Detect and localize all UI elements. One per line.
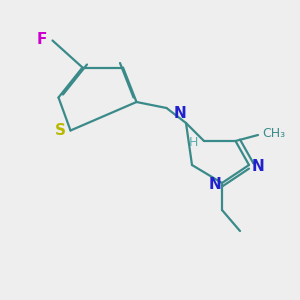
Text: F: F — [36, 32, 46, 46]
Text: CH₃: CH₃ — [262, 127, 286, 140]
Text: N: N — [209, 177, 221, 192]
Text: S: S — [55, 123, 66, 138]
Text: N: N — [251, 159, 264, 174]
Text: H: H — [188, 136, 198, 149]
Text: N: N — [173, 106, 186, 121]
